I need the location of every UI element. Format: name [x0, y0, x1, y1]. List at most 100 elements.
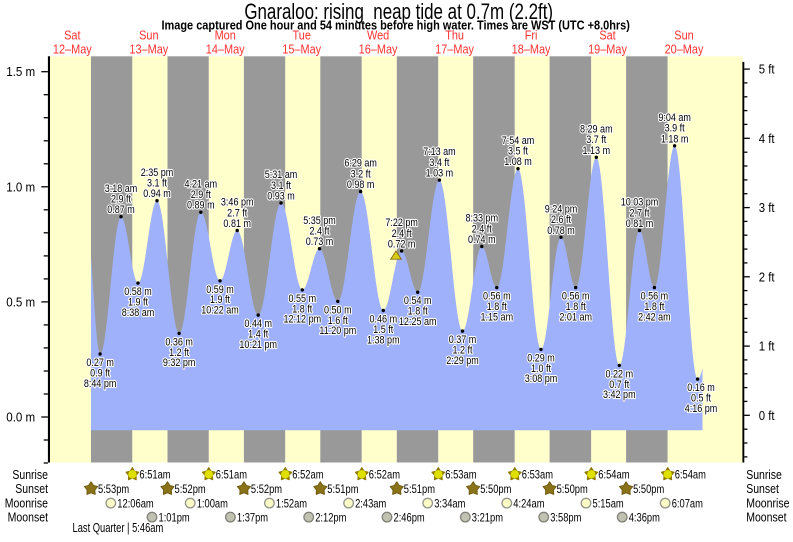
- svg-text:4 ft: 4 ft: [759, 131, 775, 146]
- svg-text:Last Quarter | 5:46am: Last Quarter | 5:46am: [73, 522, 164, 536]
- svg-text:1.4 ft: 1.4 ft: [248, 329, 268, 341]
- svg-text:5:51pm: 5:51pm: [404, 483, 435, 496]
- svg-text:Sun: Sun: [674, 27, 693, 42]
- svg-text:0.0 m: 0.0 m: [6, 410, 35, 425]
- svg-text:1.9 ft: 1.9 ft: [128, 297, 148, 309]
- svg-text:1:52am: 1:52am: [276, 497, 307, 510]
- svg-text:20–May: 20–May: [665, 41, 704, 56]
- svg-text:1:00am: 1:00am: [197, 497, 228, 510]
- svg-text:3:46 pm: 3:46 pm: [221, 197, 254, 209]
- svg-text:3.7 ft: 3.7 ft: [586, 134, 606, 146]
- svg-text:0.93 m: 0.93 m: [267, 191, 295, 203]
- svg-text:1:01pm: 1:01pm: [159, 511, 190, 524]
- svg-text:0.46 m: 0.46 m: [370, 314, 398, 326]
- svg-text:6:51am: 6:51am: [216, 469, 247, 482]
- svg-text:3:18 am: 3:18 am: [105, 183, 138, 195]
- svg-text:0.29 m: 0.29 m: [527, 353, 555, 365]
- svg-text:Moonset: Moonset: [746, 510, 787, 525]
- svg-text:0.78 m: 0.78 m: [547, 225, 575, 237]
- svg-text:Moonrise: Moonrise: [746, 496, 790, 511]
- svg-text:2.9 ft: 2.9 ft: [111, 194, 131, 206]
- svg-text:4:36pm: 4:36pm: [629, 511, 660, 524]
- svg-text:0 ft: 0 ft: [759, 408, 775, 423]
- svg-text:0.59 m: 0.59 m: [206, 284, 234, 296]
- svg-text:3.5 ft: 3.5 ft: [508, 146, 528, 158]
- svg-text:1.8 ft: 1.8 ft: [408, 306, 428, 318]
- svg-text:0.16 m: 0.16 m: [687, 382, 715, 394]
- svg-text:5:35 pm: 5:35 pm: [303, 215, 336, 227]
- svg-text:3:21pm: 3:21pm: [472, 511, 503, 524]
- svg-text:6:29 am: 6:29 am: [344, 158, 377, 170]
- svg-text:0.81 m: 0.81 m: [626, 218, 654, 230]
- svg-text:8:38 am: 8:38 am: [122, 307, 155, 319]
- svg-text:5:50pm: 5:50pm: [633, 483, 664, 496]
- svg-text:0.37 m: 0.37 m: [449, 334, 477, 346]
- svg-text:0.81 m: 0.81 m: [223, 218, 251, 230]
- svg-text:1.13 m: 1.13 m: [583, 145, 611, 157]
- svg-text:3:42 pm: 3:42 pm: [603, 389, 636, 401]
- svg-text:0.7 ft: 0.7 ft: [609, 379, 629, 391]
- svg-text:1.2 ft: 1.2 ft: [452, 345, 472, 357]
- svg-text:5 ft: 5 ft: [759, 62, 775, 77]
- svg-text:2:46pm: 2:46pm: [394, 511, 425, 524]
- svg-text:3.9 ft: 3.9 ft: [665, 123, 685, 135]
- svg-text:12:25 am: 12:25 am: [399, 316, 437, 328]
- svg-text:5:52pm: 5:52pm: [175, 483, 206, 496]
- svg-text:Thu: Thu: [445, 27, 464, 42]
- svg-text:Moonrise: Moonrise: [5, 496, 49, 511]
- svg-text:0.73 m: 0.73 m: [306, 236, 334, 248]
- svg-text:8:33 pm: 8:33 pm: [466, 213, 499, 225]
- svg-text:6:53am: 6:53am: [522, 469, 553, 482]
- svg-text:17–May: 17–May: [435, 41, 474, 56]
- svg-text:5:15am: 5:15am: [593, 497, 624, 510]
- svg-text:1.0 m: 1.0 m: [6, 180, 35, 195]
- svg-text:3:58pm: 3:58pm: [550, 511, 581, 524]
- svg-text:1.5 ft: 1.5 ft: [373, 324, 393, 336]
- svg-text:10:21 pm: 10:21 pm: [239, 339, 277, 351]
- svg-text:1.03 m: 1.03 m: [426, 168, 454, 180]
- svg-text:0.56 m: 0.56 m: [641, 291, 669, 303]
- svg-text:5:50pm: 5:50pm: [557, 483, 588, 496]
- svg-text:6:52am: 6:52am: [292, 469, 323, 482]
- svg-text:10:22 am: 10:22 am: [201, 305, 239, 317]
- svg-text:1.2 ft: 1.2 ft: [169, 347, 189, 359]
- svg-text:0.89 m: 0.89 m: [187, 200, 215, 212]
- svg-text:2.4 ft: 2.4 ft: [472, 224, 492, 236]
- svg-text:5:31 am: 5:31 am: [265, 169, 298, 181]
- svg-text:3:08 pm: 3:08 pm: [525, 373, 558, 385]
- svg-text:9:04 am: 9:04 am: [658, 112, 691, 124]
- svg-text:2:29 pm: 2:29 pm: [446, 355, 479, 367]
- svg-text:4:16 pm: 4:16 pm: [685, 403, 718, 415]
- svg-text:12–May: 12–May: [53, 41, 92, 56]
- svg-text:1.8 ft: 1.8 ft: [487, 301, 507, 313]
- svg-text:9:24 pm: 9:24 pm: [545, 204, 578, 216]
- svg-text:5:52pm: 5:52pm: [251, 483, 282, 496]
- svg-text:0.22 m: 0.22 m: [606, 369, 634, 381]
- svg-text:Sat: Sat: [599, 27, 616, 42]
- svg-text:2.6 ft: 2.6 ft: [551, 214, 571, 226]
- svg-text:0.56 m: 0.56 m: [562, 291, 590, 303]
- svg-text:0.98 m: 0.98 m: [347, 179, 375, 191]
- svg-text:0.54 m: 0.54 m: [404, 295, 432, 307]
- svg-text:6:54am: 6:54am: [675, 469, 706, 482]
- svg-text:3 ft: 3 ft: [759, 200, 775, 215]
- svg-text:11:20 pm: 11:20 pm: [319, 325, 356, 337]
- svg-text:2.7 ft: 2.7 ft: [227, 208, 247, 220]
- svg-text:5:50pm: 5:50pm: [480, 483, 511, 496]
- svg-text:9:32 pm: 9:32 pm: [163, 357, 196, 369]
- svg-text:Sat: Sat: [64, 27, 81, 42]
- svg-text:1.08 m: 1.08 m: [504, 156, 532, 168]
- svg-text:3.4 ft: 3.4 ft: [429, 157, 449, 169]
- svg-text:4:21 am: 4:21 am: [185, 179, 218, 191]
- svg-text:0.9 ft: 0.9 ft: [90, 368, 110, 380]
- svg-text:Sunrise: Sunrise: [12, 467, 48, 482]
- svg-text:3.1 ft: 3.1 ft: [271, 180, 291, 192]
- svg-text:6:54am: 6:54am: [598, 469, 629, 482]
- svg-text:Gnaraloo: rising neap tide at: Gnaraloo: rising neap tide at 0.7m (2.2f…: [244, 0, 553, 25]
- svg-text:Sunset: Sunset: [746, 481, 779, 496]
- svg-text:2.4 ft: 2.4 ft: [309, 226, 329, 238]
- svg-text:2:35 pm: 2:35 pm: [141, 167, 174, 179]
- svg-text:5:51pm: 5:51pm: [327, 483, 358, 496]
- svg-text:15–May: 15–May: [282, 41, 321, 56]
- svg-text:Tue: Tue: [292, 27, 311, 42]
